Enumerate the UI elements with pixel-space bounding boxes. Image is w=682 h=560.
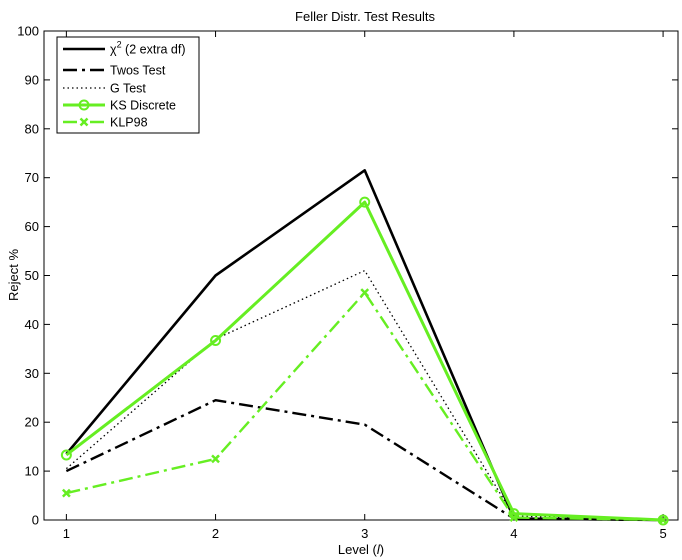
legend-label: G Test [110,82,146,96]
chart-title: Feller Distr. Test Results [295,9,435,24]
legend-label-name: KLP98 [110,116,148,130]
y-axis-title: Reject % [6,249,21,301]
x-axis-title-prefix: Level ( [338,542,378,557]
x-tick-label: 2 [212,526,219,541]
legend-item: χ2 (2 extra df) [63,40,186,57]
legend-label: Twos Test [110,64,166,78]
y-tick-label: 60 [25,219,39,234]
data-point-x [360,288,370,297]
y-tick-label: 40 [25,317,39,332]
x-tick-label: 1 [63,526,70,541]
series-line [65,200,664,522]
axis-ticks: 0 10 20 30 40 50 60 70 80 90 100 1 2 3 4 5 [17,24,678,541]
data-point-x [61,488,71,498]
legend-label: χ2 (2 extra df) [110,40,186,57]
series-4 [61,288,668,525]
y-tick-label: 50 [25,268,39,283]
y-tick-label: 30 [25,366,39,381]
x-tick-label: 3 [361,526,368,541]
x-axis-title-suffix: ) [380,542,384,557]
y-tick-label: 80 [25,121,39,136]
y-tick-label: 20 [25,415,39,430]
data-point-circle [210,335,222,347]
data-point-x [79,117,89,127]
y-tick-label: 100 [17,24,39,39]
legend-label-superscript: 2 [117,40,122,50]
legend-item: KLP98 [63,116,148,130]
legend-label-rest: (2 extra df) [122,43,186,57]
legend-label: KS Discrete [110,99,176,113]
legend-box [56,36,200,134]
series-layer [60,169,669,526]
legend-item: KS Discrete [63,99,176,113]
y-tick-label: 10 [25,464,39,479]
data-point-x [658,515,668,525]
legend-label-name: χ [110,43,117,57]
legend-label-name: Twos Test [110,64,166,78]
data-point-circle [359,196,371,208]
data-point-x [211,454,220,464]
legend-item: Twos Test [63,64,166,78]
legend-label: KLP98 [110,116,148,130]
y-tick-label: 70 [25,170,39,185]
data-point-x [509,513,519,522]
y-tick-label: 0 [32,513,39,528]
legend: χ2 (2 extra df) Twos Test G Test KS Discret… [56,36,200,134]
x-tick-label: 4 [510,526,517,541]
data-point-circle [60,449,72,461]
legend-label-name: KS Discrete [110,99,176,113]
data-point-circle [78,99,90,111]
x-axis-title-var: l [377,542,381,557]
x-tick-label: 5 [659,526,666,541]
x-axis-title: Level (l) [338,542,384,557]
y-tick-label: 90 [25,72,39,87]
series-line [66,291,664,522]
legend-item: G Test [63,82,146,96]
legend-label-name: G Test [110,82,146,96]
